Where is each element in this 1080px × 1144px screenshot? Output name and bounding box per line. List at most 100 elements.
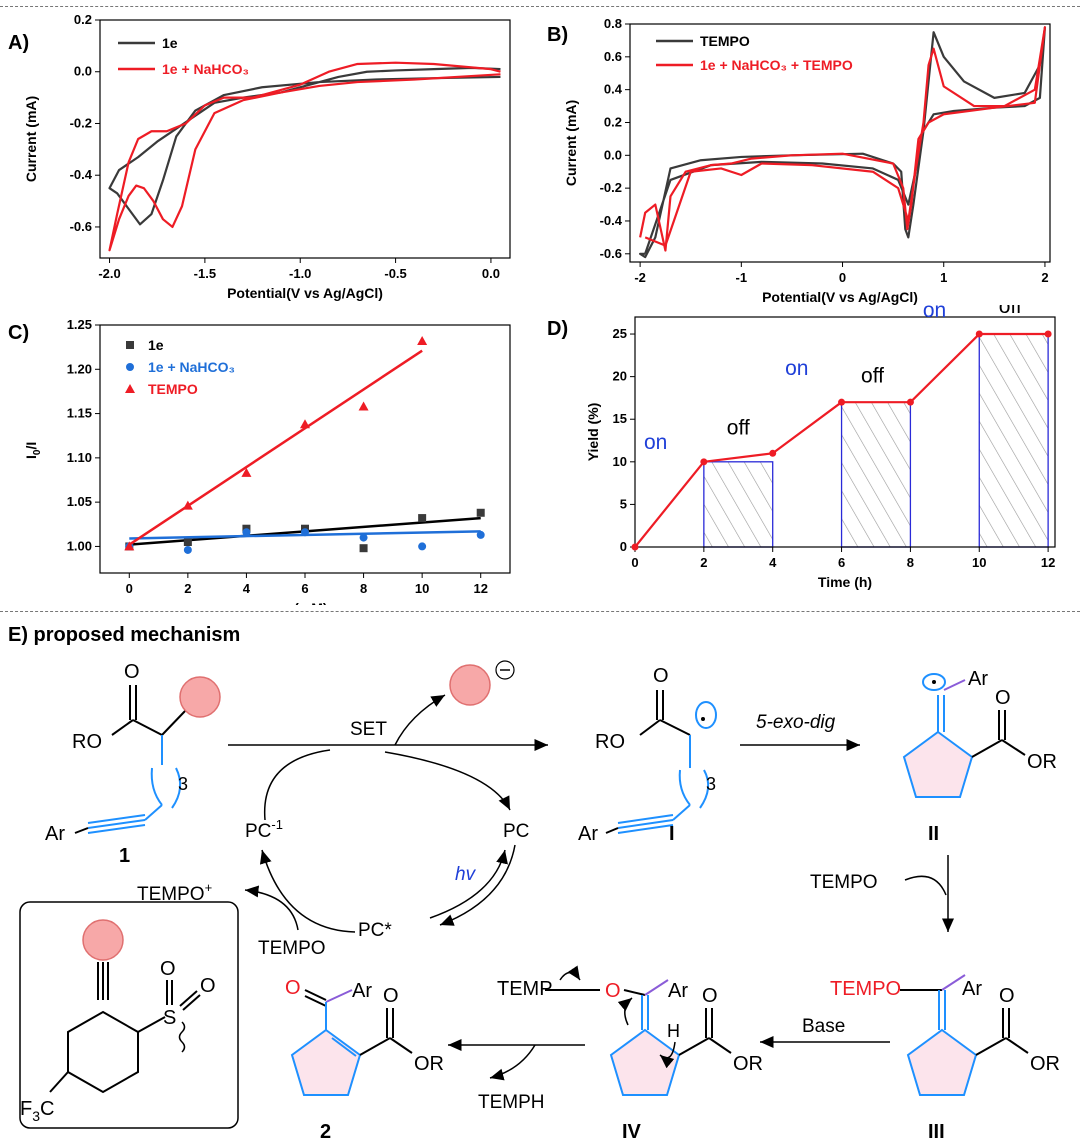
- product-2: O Ar O OR 2: [285, 977, 444, 1143]
- svg-text:O: O: [160, 958, 176, 980]
- y-tick-label: 0: [620, 539, 627, 554]
- base-label: Base: [802, 1016, 845, 1037]
- y-tick-label: 15: [613, 411, 627, 426]
- tempo-left-label: TEMPO: [258, 938, 326, 959]
- svg-text:O: O: [285, 977, 301, 999]
- svg-text:O: O: [702, 985, 718, 1007]
- svg-text:RO: RO: [595, 731, 625, 753]
- chart-b: -2 -1 0 1 2 0.8 0.6 0.4 0.2 0.0 -0.2 -0.4 -0.6 Potent…: [563, 16, 1051, 305]
- state-annotation: off: [861, 365, 884, 388]
- middle-dashed-separator: [0, 611, 1080, 612]
- set-label: SET: [350, 719, 387, 740]
- svg-text:O: O: [200, 975, 216, 997]
- temp-label: TEMP: [497, 978, 553, 1000]
- y-tick-label: -0.2: [600, 180, 622, 195]
- legend-label-0: 1e: [148, 337, 164, 353]
- product-2-number: 2: [320, 1121, 331, 1143]
- released-anion-circle: [449, 664, 491, 706]
- y-tick-label: -0.6: [70, 219, 92, 234]
- legend-marker-2: [125, 384, 135, 393]
- x-tick-label: 10: [415, 581, 429, 596]
- svg-text:3: 3: [706, 774, 716, 794]
- y-tick-label: 25: [613, 326, 627, 341]
- x-tick-label: 8: [360, 581, 367, 596]
- x-tick-label: 4: [769, 555, 777, 570]
- chart-c: 0 2 4 6 8 10 12 1.25 1.20 1.15 1.10 1.05 1.00 c (mM) I…: [23, 317, 511, 605]
- y-tick-label: 10: [613, 454, 627, 469]
- y-tick-label: -0.4: [600, 213, 623, 228]
- panel-a-label: A): [8, 32, 30, 54]
- series-line-1: [639, 26, 1047, 252]
- pc-label: PC: [503, 821, 529, 842]
- cf3-label: F3C: [20, 1098, 54, 1124]
- sulfur-label: S: [163, 1007, 176, 1029]
- y-tick-label: 1.20: [67, 361, 92, 376]
- x-axis-title: Potential(V vs Ag/AgCl): [762, 289, 918, 305]
- state-annotation: on: [923, 305, 946, 322]
- temph-label: TEMPH: [478, 1092, 545, 1113]
- intermediate-III-number: III: [928, 1121, 945, 1143]
- x-tick-label: 6: [301, 581, 308, 596]
- y-tick-label: 0.2: [604, 114, 622, 129]
- x-axis-title: Time (h): [818, 574, 872, 590]
- plot-frame: [99, 19, 511, 259]
- y-tick-label: 0.6: [604, 49, 622, 64]
- compound-1: O RO 3 Ar 1: [45, 661, 221, 867]
- y-tick-label: 0.0: [74, 64, 92, 79]
- series-line-1: [108, 61, 501, 252]
- exo-dig-label: 5-exo-dig: [756, 712, 836, 733]
- legend-marker-0: [126, 341, 134, 349]
- svg-text:H: H: [667, 1021, 680, 1041]
- data-point-0: [418, 514, 427, 523]
- y-axis-title: Current (mA): [23, 96, 39, 182]
- legend-label-0: 1e: [162, 35, 178, 51]
- legend-label-1: 1e + NaHCO₃: [162, 61, 249, 77]
- data-point-0: [183, 538, 192, 546]
- chart-d: 0 2 4 6 8 10 12 0 5 10 15 20 25 Time (h) Yield (%) on of…: [585, 305, 1056, 590]
- x-tick-label: 0: [631, 555, 638, 570]
- legend-label-1: 1e + NaHCO₃: [148, 359, 235, 375]
- y-tick-label: 0.8: [604, 16, 622, 31]
- svg-text:Ar: Ar: [968, 668, 988, 690]
- y-tick-label: 1.00: [67, 538, 92, 553]
- compound-1-number: 1: [119, 845, 130, 867]
- yield-point: [700, 458, 708, 466]
- state-annotation: on: [644, 431, 667, 454]
- data-point-0: [476, 508, 485, 517]
- top-dashed-separator: [0, 6, 1080, 7]
- yield-point: [906, 398, 914, 406]
- panel-d-label: D): [547, 318, 569, 340]
- fit-line-2: [128, 349, 423, 546]
- yield-point: [975, 330, 983, 338]
- x-tick-label: 0.0: [482, 266, 500, 281]
- set-release-arrow: [394, 694, 446, 746]
- state-annotation: on: [785, 357, 808, 380]
- yield-point: [631, 543, 639, 551]
- x-tick-label: 12: [1041, 555, 1055, 570]
- x-tick-label: -1.0: [289, 266, 311, 281]
- sulfonyl-reagent-box: S O O F3C: [19, 901, 239, 1129]
- data-point-1: [359, 533, 368, 542]
- tempo-right-label: TEMPO: [810, 872, 878, 893]
- svg-text:Ar: Ar: [668, 980, 688, 1002]
- series-line-0: [639, 26, 1047, 259]
- compound-1-subscript-3: 3: [178, 774, 188, 794]
- svg-text:Ar: Ar: [578, 823, 598, 845]
- tempo-plus-label: TEMPO+: [137, 880, 212, 905]
- x-tick-label: 0: [126, 581, 133, 596]
- legend-marker-1: [126, 363, 134, 371]
- x-tick-label: 8: [907, 555, 914, 570]
- hv-label: hv: [455, 864, 477, 885]
- y-tick-label: 1.25: [67, 317, 92, 332]
- y-tick-label: 20: [613, 369, 627, 384]
- y-tick-label: -0.2: [70, 115, 92, 130]
- svg-text:O: O: [653, 665, 669, 687]
- x-tick-label: 6: [838, 555, 845, 570]
- svg-text:O: O: [383, 985, 399, 1007]
- x-tick-label: 2: [1041, 270, 1048, 285]
- x-tick-label: 2: [184, 581, 191, 596]
- plot-frame: [629, 23, 1051, 263]
- data-point-0: [359, 544, 368, 553]
- y-tick-label: 0.4: [604, 82, 623, 97]
- data-point-1: [242, 528, 251, 537]
